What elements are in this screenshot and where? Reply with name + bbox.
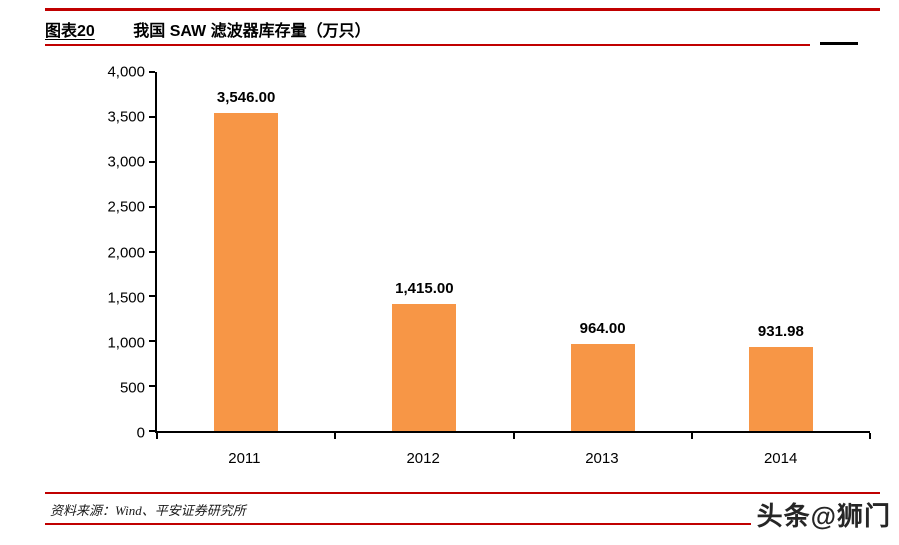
source-text: 资料来源：Wind、平安证券研究所 [50,503,246,518]
plot-area: 3,546.00 1,415.00 964.00 931.98 [149,71,871,439]
bars-row: 3,546.00 1,415.00 964.00 931.98 [157,72,870,431]
x-axis: 2011 2012 2013 2014 [155,450,870,467]
y-axis-tick-label: 0 [136,424,145,442]
bar-value-label: 931.98 [757,323,804,341]
y-axis-tick-label: 3,000 [107,153,145,171]
footer-rule-top [45,492,880,494]
y-axis-tick-label: 2,500 [107,198,145,216]
header-rule [45,44,810,46]
figure-title: 我国 SAW 滤波器库存量（万只） [133,23,371,40]
y-axis-tick-label: 4,000 [107,63,145,81]
bar-value-label: 3,546.00 [216,88,276,106]
y-axis: 0 500 1,000 1,500 2,000 2,500 3,000 3,500 4,000 [45,64,145,442]
y-axis-tick-mark [149,430,155,432]
bar [214,112,279,431]
x-axis-tick-mark [156,433,158,439]
y-axis-tick-label: 500 [119,379,145,397]
y-axis-tick-label: 1,500 [107,289,145,307]
x-axis-tick-mark [690,433,693,439]
bar-group: 1,415.00 [335,72,513,431]
y-axis-tick-label: 3,500 [107,108,145,126]
bar-value-label: 964.00 [579,320,626,338]
y-axis-tick-label: 1,000 [107,334,145,352]
bar-group: 931.98 [692,72,870,431]
bar [748,347,813,431]
y-axis-tick-mark [149,205,155,208]
y-axis-tick-label: 2,000 [107,244,145,261]
top-rule [45,8,880,11]
x-axis-tick-mark [869,433,871,439]
y-axis-tick-mark [149,115,155,118]
y-axis-tick-mark [149,295,155,298]
bar-group: 964.00 [514,72,692,431]
y-axis-tick-mark [149,71,155,73]
bar [392,304,457,431]
bar [570,344,635,431]
y-axis-tick-mark [149,340,155,343]
x-axis-label: 2014 [763,450,798,467]
figure-label: 图表20 [45,23,95,40]
x-axis-label: 2012 [406,450,440,467]
y-axis-tick-mark [149,160,155,163]
figure-header: 图表20 我国 SAW 滤波器库存量（万只） [45,17,880,41]
bar-value-label: 1,415.00 [395,280,454,298]
x-axis-label: 2013 [585,450,619,467]
watermark: 头条@狮门 [750,496,891,533]
footer-rule-bottom [45,523,880,525]
bar-group: 3,546.00 [157,72,335,431]
x-axis-label: 2011 [228,450,261,467]
y-axis-tick-mark [149,250,155,253]
x-axis-tick-mark [512,433,515,439]
x-axis-tick-mark [334,433,337,439]
header-black-tick [820,42,858,45]
bar-chart: 0 500 1,000 1,500 2,000 2,500 3,000 3,500 4,000 … [45,60,880,470]
y-axis-tick-mark [149,385,155,388]
